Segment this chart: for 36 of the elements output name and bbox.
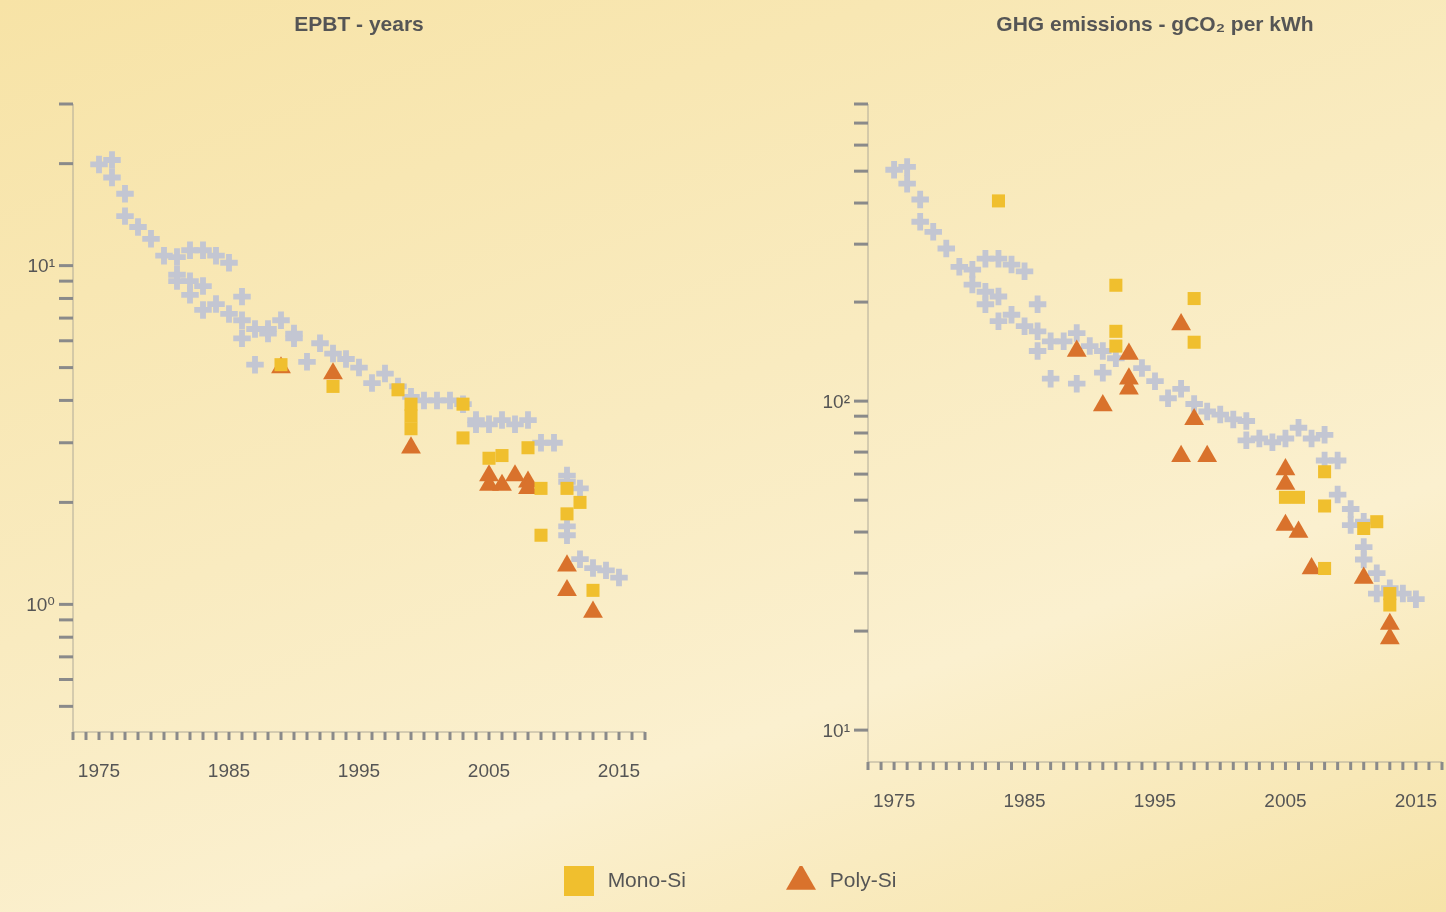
legend-label: Mono-Si	[607, 867, 686, 891]
point	[557, 554, 577, 572]
chart-title: GHG emissions - gCO₂ per kWh	[995, 12, 1315, 36]
point	[482, 451, 496, 465]
point	[495, 449, 509, 463]
point	[505, 464, 525, 482]
point	[560, 481, 574, 495]
point	[583, 600, 603, 618]
x-tick-label: 1995	[1133, 790, 1177, 812]
point	[404, 409, 418, 423]
point	[557, 578, 577, 597]
legend-label: Poly-Si	[829, 867, 897, 891]
x-tick-label: 1975	[77, 760, 121, 782]
x-tick-label: 2015	[1394, 790, 1438, 812]
x-tick-label: 1985	[207, 760, 251, 782]
chart-title: EPBT - years	[293, 12, 425, 36]
x-tick-label: 2005	[1264, 790, 1307, 812]
point	[391, 383, 405, 397]
point	[560, 507, 574, 521]
point	[456, 431, 470, 445]
y-tick-label: 10²	[822, 390, 850, 412]
point	[326, 379, 340, 393]
point	[534, 528, 548, 542]
point	[534, 481, 548, 495]
point	[521, 441, 535, 455]
x-tick-label: 2005	[467, 760, 511, 782]
x-tick-label: 1985	[1003, 790, 1046, 812]
y-tick-label: 10¹	[27, 255, 55, 277]
point	[404, 422, 418, 436]
y-tick-label: 10⁰	[26, 594, 55, 616]
point	[573, 495, 587, 509]
x-tick-label: 1975	[872, 790, 916, 812]
x-tick-label: 1995	[337, 760, 381, 782]
x-tick-label: 2015	[597, 760, 641, 782]
y-tick-label: 10¹	[822, 719, 850, 741]
point	[492, 473, 512, 491]
